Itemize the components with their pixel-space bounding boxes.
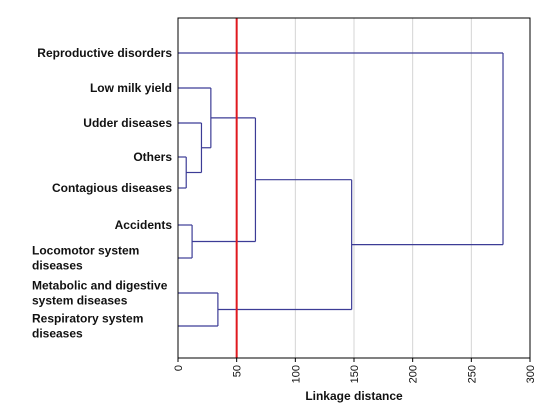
x-tick-label: 150	[349, 365, 361, 383]
leaf-label-line: Accidents	[115, 218, 173, 232]
leaf-label: Others	[133, 150, 172, 164]
leaf-label-line: Low milk yield	[90, 81, 172, 95]
x-tick-label: 300	[525, 365, 537, 383]
leaf-label-line: Respiratory system	[32, 312, 143, 326]
leaf-label: Low milk yield	[90, 81, 172, 95]
leaf-labels: Reproductive disorders Low milk yield Udde…	[32, 46, 172, 341]
x-tick-label: 50	[232, 365, 244, 377]
leaf-label-line: Reproductive disorders	[37, 46, 172, 60]
x-tick-label: 100	[290, 365, 302, 383]
leaf-label: Respiratory system diseases	[32, 312, 143, 341]
leaf-label-line: diseases	[32, 259, 83, 273]
x-tick-label: 250	[466, 365, 478, 383]
x-axis-ticks: 0 50 100 150 200 250 300	[173, 358, 537, 383]
leaf-label-line: system diseases	[32, 294, 128, 308]
leaf-label: Contagious diseases	[52, 181, 172, 195]
leaf-label-line: diseases	[32, 327, 83, 341]
leaf-label-line: Metabolic and digestive	[32, 279, 168, 293]
dendrogram-tree	[178, 52, 504, 327]
grid-lines	[236, 18, 472, 358]
leaf-label: Reproductive disorders	[37, 46, 172, 60]
leaf-label-line: Locomotor system	[32, 244, 139, 258]
leaf-label-line: Others	[133, 150, 172, 164]
leaf-label: Accidents	[115, 218, 173, 232]
x-tick-label: 0	[173, 365, 185, 371]
leaf-label-line: Contagious diseases	[52, 181, 172, 195]
x-axis-title: Linkage distance	[305, 389, 403, 403]
leaf-label: Locomotor system diseases	[32, 244, 139, 273]
leaf-label: Metabolic and digestive system diseases	[32, 279, 168, 308]
leaf-label-line: Udder diseases	[83, 116, 172, 130]
x-tick-label: 200	[408, 365, 420, 383]
leaf-label: Udder diseases	[83, 116, 172, 130]
